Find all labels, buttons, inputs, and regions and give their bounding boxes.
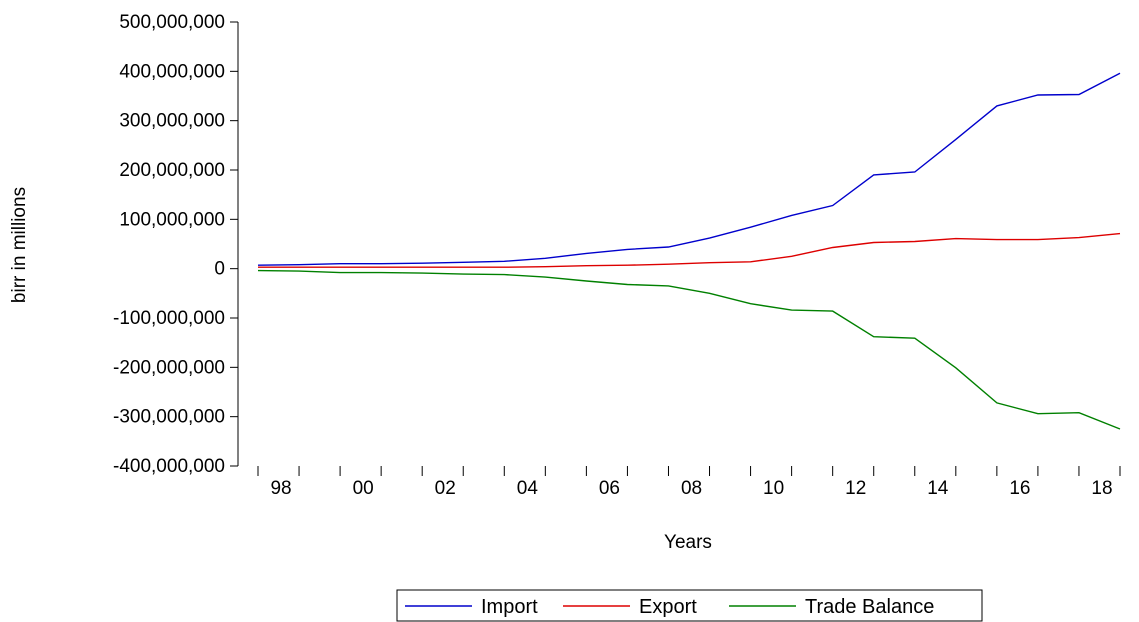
legend-box [396, 589, 983, 622]
y-tick-label: 400,000,000 [119, 61, 225, 82]
series-line-trade-balance [257, 269, 1121, 430]
x-tick-label: 18 [1091, 478, 1112, 499]
y-tick-label: -300,000,000 [113, 407, 225, 428]
series-line-import [257, 72, 1121, 266]
x-tick-label: 10 [763, 478, 784, 499]
x-tick-label: 02 [435, 478, 456, 499]
y-tick-label: 0 [214, 259, 225, 280]
y-tick-label: 500,000,000 [119, 12, 225, 33]
series-lines [257, 72, 1121, 430]
legend-label: Trade Balance [805, 596, 934, 618]
legend: Import Export Trade Balance [396, 589, 983, 622]
x-tick-label: 16 [1009, 478, 1030, 499]
x-tick-label: 00 [353, 478, 374, 499]
x-tick-label: 06 [599, 478, 620, 499]
x-tick-label: 14 [927, 478, 949, 499]
x-axis-ticks: 98 00 02 04 06 08 10 12 14 16 18 [257, 466, 1121, 499]
y-tick-label: -200,000,000 [113, 357, 225, 378]
x-tick-label: 04 [517, 478, 539, 499]
x-axis-title: Years [664, 532, 712, 553]
y-axis-title: birr in millions [9, 187, 30, 303]
y-tick-label: 200,000,000 [119, 160, 225, 181]
x-tick-label: 12 [845, 478, 866, 499]
y-axis-ticks: 500,000,000 400,000,000 300,000,000 200,000… [113, 12, 238, 477]
y-tick-label: -400,000,000 [113, 456, 225, 477]
y-tick-label: 300,000,000 [119, 111, 225, 132]
y-tick-label: 100,000,000 [119, 209, 225, 230]
x-tick-label: 08 [681, 478, 702, 499]
legend-label: Export [639, 596, 697, 618]
y-tick-label: -100,000,000 [113, 308, 225, 329]
series-line-export [258, 232, 1121, 268]
x-tick-label: 98 [270, 478, 291, 499]
legend-label: Import [481, 596, 538, 618]
